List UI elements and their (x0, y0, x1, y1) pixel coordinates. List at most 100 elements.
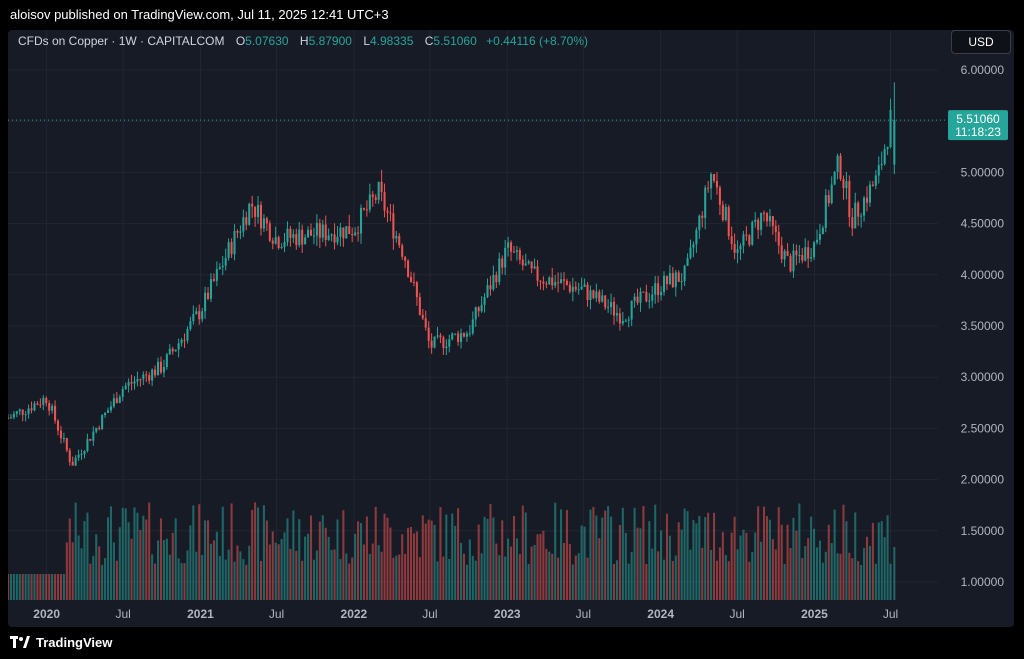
candle-body (462, 333, 466, 337)
volume-bar (645, 563, 648, 600)
volume-bar (365, 516, 368, 600)
volume-bar (598, 538, 601, 600)
volume-bar (639, 528, 642, 600)
candle-body (165, 354, 168, 368)
volume-bar (521, 505, 524, 600)
volume-bar (657, 551, 660, 600)
candle-body (863, 197, 866, 216)
candle-body (68, 450, 71, 462)
volume-bar (59, 574, 62, 600)
candle-body (371, 194, 374, 198)
volume-bar (371, 543, 374, 600)
candle-body (362, 207, 365, 210)
volume-bar (707, 512, 710, 600)
volume-bar (248, 545, 251, 600)
candle-body (848, 181, 851, 218)
high-label: H (299, 34, 309, 48)
volume-bar (586, 557, 589, 600)
candle-body (792, 250, 795, 272)
candle-body (836, 155, 839, 172)
volume-bar (757, 506, 760, 600)
volume-bar (713, 512, 716, 600)
volume-bar (807, 538, 810, 600)
volume-bar (718, 547, 721, 600)
tradingview-logo[interactable]: TradingView (10, 635, 112, 650)
volume-bar (8, 574, 10, 600)
candle-body (224, 257, 227, 266)
candle-body (801, 255, 804, 261)
y-tick-label: 3.50000 (961, 319, 1005, 333)
volume-bar (560, 509, 563, 600)
volume-bar (492, 517, 495, 600)
x-tick-label: 2024 (647, 607, 674, 621)
volume-bar (768, 519, 771, 600)
candlestick-chart[interactable]: 6.000005.500005.000004.500004.000003.500… (8, 30, 1014, 627)
volume-bar (792, 517, 795, 600)
volume-bar (115, 560, 118, 600)
candle-body (692, 244, 695, 248)
candle-body (51, 405, 54, 411)
volume-bar (642, 505, 645, 600)
candle-body (586, 284, 589, 301)
candle-body (168, 348, 171, 355)
candle-body (148, 375, 151, 381)
volume-bar (159, 518, 163, 600)
volume-bar (580, 525, 583, 600)
volume-bar (15, 574, 18, 600)
volume-bar (295, 550, 298, 600)
candle-body (248, 203, 251, 225)
candle-body (730, 236, 733, 244)
volume-bar (121, 507, 124, 600)
volume-bar (548, 551, 551, 600)
volume-bar (265, 520, 268, 600)
volume-bar (65, 542, 68, 600)
currency-button[interactable]: USD (951, 30, 1011, 54)
volume-bar (736, 549, 739, 600)
volume-bar (368, 553, 371, 600)
volume-bar (724, 555, 727, 600)
candle-body (354, 232, 357, 236)
volume-bar (845, 521, 848, 600)
volume-bar (471, 555, 474, 600)
volume-bar (445, 514, 448, 600)
candle-body (221, 265, 224, 268)
volume-bar (665, 513, 668, 600)
volume-bar (427, 519, 430, 600)
candle-body (251, 203, 254, 207)
candle-body (24, 414, 27, 416)
candle-body (624, 320, 627, 322)
candle-body (454, 333, 457, 335)
volume-bar (839, 553, 842, 600)
candle-body (807, 247, 810, 259)
chart-panel[interactable]: 6.000005.500005.000004.500004.000003.500… (8, 30, 1014, 627)
candle-body (512, 251, 516, 253)
candle-body (54, 405, 57, 421)
volume-bar (207, 520, 210, 600)
candle-body (159, 361, 163, 373)
candle-body (618, 313, 621, 324)
volume-bar (218, 556, 221, 600)
candle-body (710, 174, 713, 189)
candle-body (268, 223, 271, 241)
candle-body (763, 212, 766, 214)
volume-bar (689, 549, 692, 600)
volume-bar (798, 503, 801, 600)
candle-body (657, 283, 660, 296)
candle-body (548, 277, 551, 285)
volume-bar (615, 560, 618, 600)
candle-body (736, 249, 739, 253)
candle-body (259, 204, 263, 229)
candle-body (827, 195, 830, 204)
candle-body (327, 235, 330, 240)
x-tick-label: Jul (883, 607, 898, 621)
candle-body (124, 385, 127, 389)
candle-body (639, 291, 642, 303)
volume-bar (698, 516, 701, 600)
candle-body (377, 181, 380, 200)
volume-bar (677, 522, 680, 600)
candle-body (71, 461, 74, 466)
volume-bar (89, 563, 92, 600)
y-tick-label: 2.50000 (961, 421, 1005, 435)
volume-bar (542, 530, 545, 600)
volume-bar (439, 507, 442, 600)
